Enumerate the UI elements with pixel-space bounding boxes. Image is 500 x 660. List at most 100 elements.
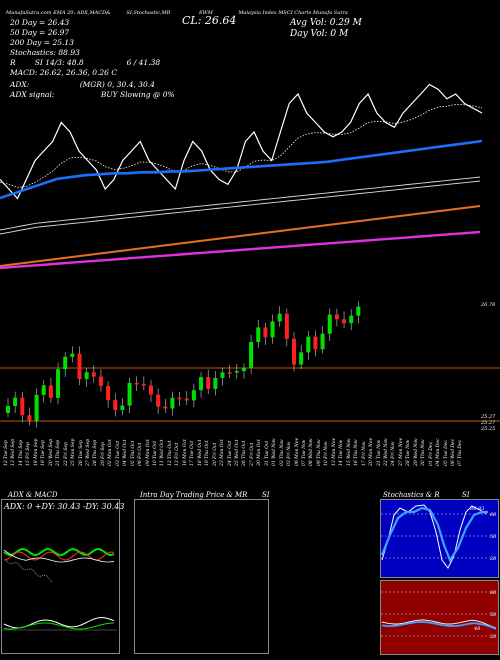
adx-signal-row: ADX signal: BUY Slowing @ 0% (10, 90, 175, 100)
day-volume: Day Vol: 0 M (290, 29, 349, 39)
macd-signal-line (3, 622, 115, 630)
stoch-tick-80: 80 (490, 512, 497, 518)
header-title: Malaysia Index MSCI Charts Munafa Sutra (238, 10, 348, 16)
candle-body (98, 376, 103, 386)
candle-body (184, 398, 189, 401)
ema50-line (0, 139, 483, 200)
candlestick-chart (0, 301, 500, 428)
candle-body (113, 400, 118, 410)
candle-body (77, 353, 82, 380)
buy-signal: BUY Slowing @ 0% (100, 90, 175, 99)
adx-title: ADX: (10, 80, 30, 89)
candle-body (156, 394, 161, 407)
ema100b-line (0, 180, 481, 235)
candle-body (234, 371, 239, 373)
mrsi-signal-line (381, 621, 497, 630)
mr-panel-title: Intra Day Trading Price & MR (140, 491, 248, 499)
stoch-panel-si: SI (462, 491, 470, 499)
candle-body (227, 372, 232, 374)
candle-body (270, 321, 275, 338)
ma50-label: 50 Day = 26.97 (10, 28, 70, 37)
candle-body (349, 315, 354, 324)
header-row: MunafaSutra.com EMA 20: ADX,MACD& SI,Sto… (6, 10, 348, 16)
candle-body (41, 385, 46, 395)
adx-aux-line (5, 559, 53, 583)
candle-body (284, 313, 289, 339)
candle-body (306, 336, 311, 353)
candle-body (277, 313, 282, 322)
candle-body (320, 333, 325, 350)
candle-body (327, 314, 332, 334)
ma20-label: 20 Day = 26.43 (10, 18, 70, 27)
rsi-extra: 6 / 41.38 (126, 58, 161, 67)
stoch-panel-title: Stochastics & R (383, 491, 440, 499)
candle-body (48, 385, 53, 398)
candle-body (127, 382, 132, 406)
candle-body (63, 356, 68, 370)
candle-body (163, 406, 168, 409)
ema400-line (0, 230, 481, 270)
rsi-value: SI 14/3: 48.8 (34, 58, 84, 67)
stoch-tick-50: 50 (490, 534, 497, 540)
mrsi-panel (380, 580, 499, 655)
candle-body (141, 384, 146, 386)
ema200-line (0, 205, 481, 267)
ema20-line (0, 104, 483, 188)
candle-body (20, 397, 25, 416)
adx-signal-label: ADX signal: (10, 90, 55, 99)
candle-body (334, 314, 339, 320)
stoch-tick-20: 20 (490, 556, 497, 562)
mrsi-tick-50: 50 (490, 612, 497, 618)
avg-volume: Avg Vol: 0.29 M (290, 18, 362, 28)
stoch-label: Stochastics: 88.93 (10, 48, 80, 57)
candle-body (84, 372, 89, 380)
price-top-label: 26.78 (481, 302, 496, 308)
adx-plus-line (3, 547, 115, 557)
candle-body (170, 397, 175, 409)
ma200-label: 200 Day = 25.13 (10, 38, 74, 47)
candle-body (120, 405, 125, 410)
candle-body (342, 319, 347, 324)
candle-body (241, 367, 246, 372)
adx-panel (1, 499, 120, 654)
candle-body (34, 394, 39, 421)
candle-body (27, 415, 32, 421)
candle-body (191, 390, 196, 401)
mrsi-tick-20: 20 (490, 634, 497, 640)
header-symbol: EWM (198, 10, 213, 16)
adx-line (3, 549, 115, 563)
adx-values: (MGR) 0, 30.4, 30.4 (79, 80, 155, 89)
header-stoch: SI,Stochastic,MR (126, 10, 171, 16)
candle-body (199, 377, 204, 391)
price-chart (0, 83, 483, 270)
adx-label: ADX: (MGR) 0, 30.4, 30.4 (10, 80, 155, 90)
price-line (0, 83, 483, 200)
candle-body (106, 385, 111, 401)
candle-body (220, 372, 225, 378)
candle-body (313, 336, 318, 350)
ema100-line (0, 176, 481, 231)
header-source: MunafaSutra.com (6, 10, 52, 16)
mrsi-line (381, 619, 497, 629)
candle-body (91, 372, 96, 377)
price-low-label: 25.27 (481, 414, 496, 420)
header-ema: EMA 20: (53, 10, 77, 16)
macd-label: MACD: 26.62, 26.36, 0.26 C (10, 68, 118, 77)
stoch-value: 88.93 (470, 506, 485, 512)
candle-body (149, 385, 153, 395)
adx-box-text: ADX: 0 +DY: 30.43 -DY: 30.43 (4, 502, 125, 511)
candle-body (134, 382, 139, 385)
candle-body (299, 352, 304, 365)
mrsi-tick-80: 80 (490, 590, 497, 596)
candle-body (206, 377, 211, 389)
header-adx: ADX,MACD& (76, 10, 111, 16)
candle-body (256, 327, 261, 343)
price-low2-label: 25.27 (481, 420, 496, 426)
candle-body (56, 369, 61, 398)
candle-body (249, 342, 254, 368)
close-price: CL: 26.64 (182, 14, 237, 27)
mrsi-value: 48 (474, 626, 481, 632)
rsi-label: R SI 14/3: 48.8 6 / 41.38 (10, 58, 161, 67)
